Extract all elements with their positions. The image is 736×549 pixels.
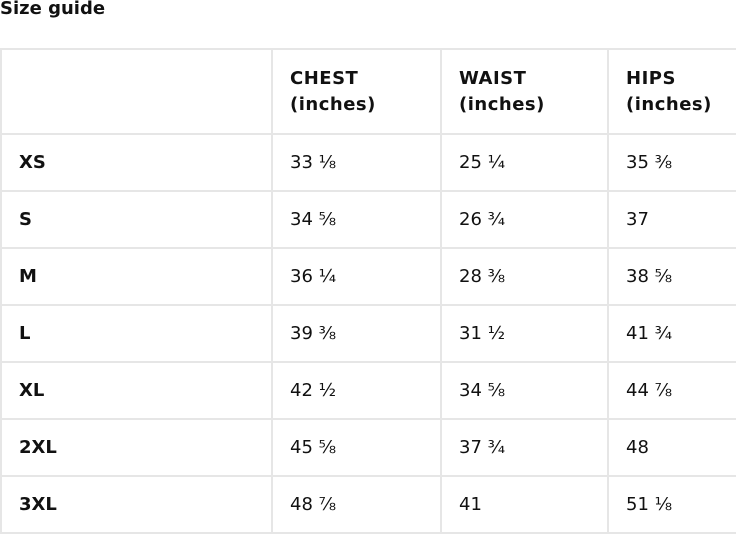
hips-cell: 51 ⅛ xyxy=(607,475,736,534)
chest-cell: 36 ¼ xyxy=(271,247,442,306)
chest-cell: 33 ⅛ xyxy=(271,133,442,192)
header-row: CHEST (inches) WAIST (inches) HIPS (inches) xyxy=(0,48,736,135)
size-cell: 3XL xyxy=(0,475,273,534)
hips-cell: 41 ¾ xyxy=(607,304,736,363)
hips-cell: 37 xyxy=(607,190,736,249)
header-chest: CHEST (inches) xyxy=(271,48,442,135)
chest-cell: 39 ⅜ xyxy=(271,304,442,363)
waist-cell: 26 ¾ xyxy=(440,190,609,249)
hips-cell: 48 xyxy=(607,418,736,477)
table-row: M 36 ¼ 28 ⅜ 38 ⅝ xyxy=(0,247,736,306)
hips-cell: 44 ⅞ xyxy=(607,361,736,420)
page-title: Size guide xyxy=(0,0,106,19)
header-size xyxy=(0,48,273,135)
waist-cell: 37 ¾ xyxy=(440,418,609,477)
header-waist: WAIST (inches) xyxy=(440,48,609,135)
table-row: XL 42 ½ 34 ⅝ 44 ⅞ xyxy=(0,361,736,420)
table-row: 2XL 45 ⅝ 37 ¾ 48 xyxy=(0,418,736,477)
chest-cell: 34 ⅝ xyxy=(271,190,442,249)
table-row: S 34 ⅝ 26 ¾ 37 xyxy=(0,190,736,249)
waist-cell: 28 ⅜ xyxy=(440,247,609,306)
table-row: XS 33 ⅛ 25 ¼ 35 ⅜ xyxy=(0,133,736,192)
waist-cell: 25 ¼ xyxy=(440,133,609,192)
size-cell: XS xyxy=(0,133,273,192)
waist-cell: 34 ⅝ xyxy=(440,361,609,420)
waist-cell: 31 ½ xyxy=(440,304,609,363)
waist-cell: 41 xyxy=(440,475,609,534)
table-row: L 39 ⅜ 31 ½ 41 ¾ xyxy=(0,304,736,363)
size-cell: XL xyxy=(0,361,273,420)
chest-cell: 48 ⅞ xyxy=(271,475,442,534)
hips-cell: 38 ⅝ xyxy=(607,247,736,306)
size-guide-table: CHEST (inches) WAIST (inches) HIPS (inches)… xyxy=(0,48,736,534)
table-row: 3XL 48 ⅞ 41 51 ⅛ xyxy=(0,475,736,534)
size-cell: L xyxy=(0,304,273,363)
size-cell: M xyxy=(0,247,273,306)
header-hips: HIPS (inches) xyxy=(607,48,736,135)
chest-cell: 45 ⅝ xyxy=(271,418,442,477)
chest-cell: 42 ½ xyxy=(271,361,442,420)
hips-cell: 35 ⅜ xyxy=(607,133,736,192)
size-cell: 2XL xyxy=(0,418,273,477)
size-cell: S xyxy=(0,190,273,249)
